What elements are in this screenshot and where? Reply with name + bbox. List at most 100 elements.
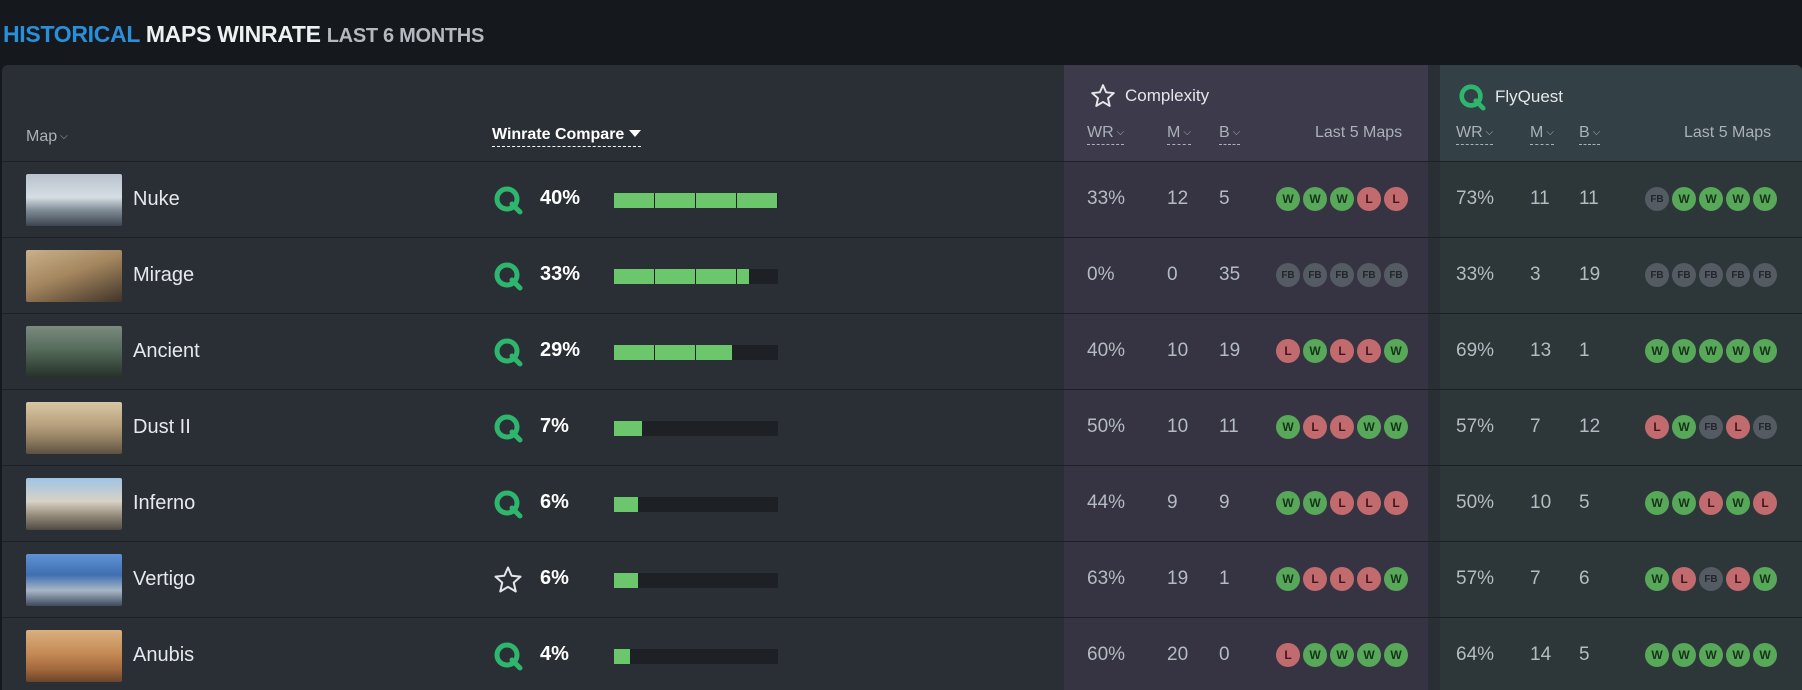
result-badge: W (1672, 491, 1696, 515)
chevron-down-icon: ⌵ (1232, 127, 1241, 138)
m-label: M (1167, 124, 1181, 141)
bar-segment (614, 421, 654, 436)
map-thumbnail (26, 478, 122, 530)
table-row[interactable]: Mirage 33% 0% 0 35 FB FB FB FB FB 33% 3 19 FB FB FB FB FB (2, 237, 1802, 313)
complexity-header-band (1064, 65, 1428, 161)
flyquest-logo-icon (493, 337, 523, 367)
complexity-m-sort[interactable]: M ⌵ (1167, 124, 1191, 145)
table-row[interactable]: Dust II 7% 50% 10 11 W L L W W 57% 7 12 L W FB L FB (2, 389, 1802, 465)
result-badge: W (1753, 567, 1777, 591)
bar-fill (737, 193, 777, 208)
result-badge: W (1330, 643, 1354, 667)
t1-b-value: 0 (1219, 644, 1230, 665)
result-badge: L (1330, 567, 1354, 591)
t2-b-value: 5 (1579, 492, 1590, 513)
result-badge: L (1645, 415, 1669, 439)
bar-segment (696, 649, 736, 664)
map-sort-header[interactable]: Map ⌵ (26, 128, 68, 146)
result-badge: L (1330, 339, 1354, 363)
table-row[interactable]: Inferno 6% 44% 9 9 W W L L L 50% 10 5 W W L W L (2, 465, 1802, 541)
result-badge: W (1303, 187, 1327, 211)
flyquest-logo-icon (493, 489, 523, 519)
last-5-maps: L W FB L FB (1645, 415, 1780, 439)
t2-wr-value: 57% (1456, 568, 1495, 589)
result-badge: L (1357, 339, 1381, 363)
t2-b-value: 11 (1579, 188, 1599, 209)
map-name: Dust II (133, 416, 191, 438)
result-badge: W (1645, 339, 1669, 363)
table-row[interactable]: Ancient 29% 40% 10 19 L W L L W 69% 13 1 W W W W W (2, 313, 1802, 389)
table-row[interactable]: Nuke 40% 33% 12 5 W W W L L 73% 11 11 FB W W W W (2, 161, 1802, 237)
bar-segment (655, 345, 695, 360)
winrate-compare-bar (614, 649, 778, 664)
flyquest-logo-icon (493, 641, 523, 671)
result-badge: W (1672, 339, 1696, 363)
bar-fill (614, 193, 654, 208)
map-name: Nuke (133, 188, 180, 210)
bar-fill (737, 269, 749, 284)
bar-segment (737, 573, 777, 588)
t1-wr-value: 33% (1087, 188, 1126, 209)
bar-fill (614, 345, 654, 360)
result-badge: L (1357, 187, 1381, 211)
bar-segment (655, 421, 695, 436)
result-badge: L (1384, 491, 1408, 515)
chevron-down-icon: ⌵ (1592, 127, 1601, 138)
t1-b-value: 11 (1219, 416, 1239, 437)
map-name: Inferno (133, 492, 196, 514)
result-badge: W (1726, 339, 1750, 363)
result-badge: FB (1672, 263, 1696, 287)
result-badge: FB (1357, 263, 1381, 287)
bar-segment (655, 193, 695, 208)
t2-b-value: 1 (1579, 340, 1590, 361)
map-thumbnail (26, 554, 122, 606)
title-period: LAST 6 MONTHS (326, 25, 485, 47)
wr-label: WR (1087, 124, 1114, 141)
bar-fill (696, 345, 732, 360)
compare-percent: 6% (540, 567, 569, 589)
t2-m-value: 7 (1530, 416, 1541, 437)
compare-percent: 33% (540, 263, 581, 285)
bar-fill (696, 193, 736, 208)
last-5-maps: FB W W W W (1645, 187, 1780, 211)
result-badge: L (1303, 567, 1327, 591)
caret-down-icon (629, 130, 642, 137)
map-thumbnail (26, 326, 122, 378)
table-row[interactable]: Anubis 4% 60% 20 0 L W W W W 64% 14 5 W W W W W (2, 617, 1802, 690)
flyquest-logo-icon (493, 261, 523, 291)
t1-b-value: 1 (1219, 568, 1230, 589)
t2-b-value: 12 (1579, 416, 1601, 437)
star-icon (493, 565, 523, 595)
winrate-compare-dropdown[interactable]: Winrate Compare (492, 126, 642, 147)
title-bar: HISTORICAL MAPS WINRATE LAST 6 MONTHS (0, 0, 1802, 64)
result-badge: FB (1753, 415, 1777, 439)
bar-segment (737, 421, 777, 436)
result-badge: W (1672, 187, 1696, 211)
flyquest-logo-icon (1459, 84, 1486, 111)
result-badge: FB (1699, 263, 1723, 287)
compare-percent: 29% (540, 339, 581, 361)
bar-fill (614, 421, 642, 436)
flyquest-wr-sort[interactable]: WR ⌵ (1456, 124, 1494, 145)
bar-segment (614, 497, 654, 512)
t1-m-value: 10 (1167, 340, 1189, 361)
flyquest-last5-header: Last 5 Maps (1684, 124, 1772, 141)
b-label: B (1579, 124, 1590, 141)
bar-segment (614, 573, 654, 588)
table-row[interactable]: Vertigo 6% 63% 19 1 W L L L W 57% 7 6 W L FB L W (2, 541, 1802, 617)
team-complexity-header: Complexity (1090, 83, 1209, 109)
column-gap (1428, 65, 1442, 690)
result-badge: W (1645, 491, 1669, 515)
bar-fill (614, 497, 638, 512)
result-badge: L (1357, 491, 1381, 515)
map-name: Mirage (133, 264, 195, 286)
bar-segment (696, 269, 736, 284)
flyquest-b-sort[interactable]: B ⌵ (1579, 124, 1601, 145)
flyquest-m-sort[interactable]: M ⌵ (1530, 124, 1554, 145)
map-name: Anubis (133, 644, 195, 666)
compare-percent: 7% (540, 415, 569, 437)
result-badge: W (1384, 339, 1408, 363)
complexity-b-sort[interactable]: B ⌵ (1219, 124, 1241, 145)
complexity-wr-sort[interactable]: WR ⌵ (1087, 124, 1125, 145)
